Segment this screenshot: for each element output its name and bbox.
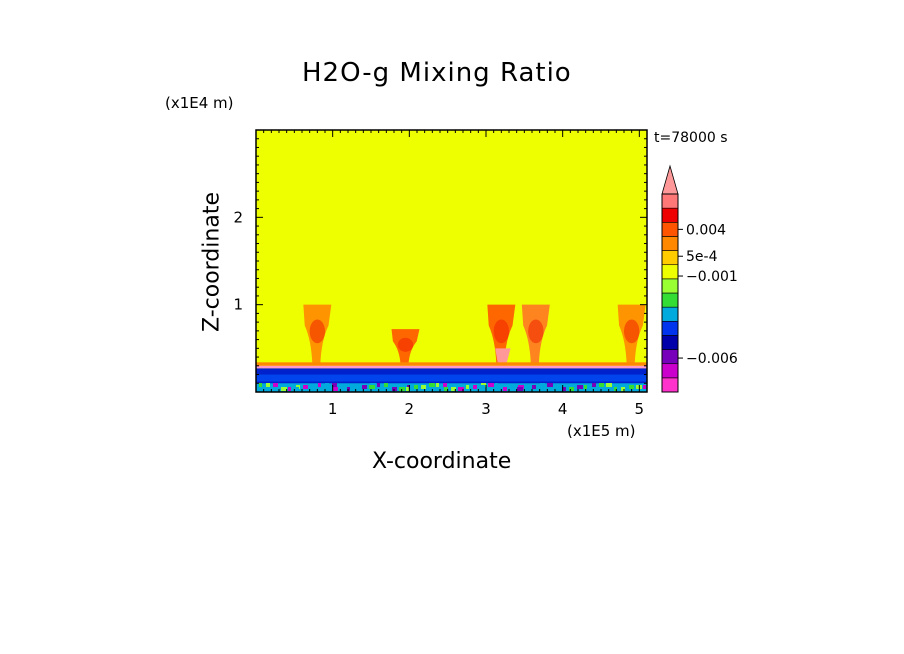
surface-speck <box>621 387 625 391</box>
surface-speck <box>562 387 566 391</box>
x-axis-title: X-coordinate <box>372 449 512 474</box>
colorbar-band <box>661 236 679 251</box>
surface-speck <box>355 385 359 389</box>
x-tick-label: 1 <box>328 400 338 418</box>
plume-core-1 <box>309 319 326 344</box>
surface-speck <box>532 385 536 389</box>
surface-speck <box>569 387 574 391</box>
z-axis-multiplier: (x1E4 m) <box>165 94 234 112</box>
surface-speck <box>495 383 498 387</box>
surface-speck <box>369 385 375 389</box>
surface-speck <box>340 387 346 391</box>
x-axis-multiplier: (x1E5 m) <box>567 422 636 440</box>
colorbar-label: 0.004 <box>686 222 726 238</box>
colorbar-band <box>661 250 679 266</box>
surface-speck <box>592 383 596 387</box>
colorbar-band <box>661 335 679 350</box>
surface-speck <box>443 383 447 387</box>
surface-speck <box>362 385 367 389</box>
surface-speck <box>303 385 308 389</box>
surface-speck <box>406 387 409 391</box>
layer-mid-blue <box>256 374 647 382</box>
surface-speck <box>547 383 553 387</box>
surface-speck <box>332 383 337 387</box>
surface-speck <box>555 387 558 391</box>
colorbar-band <box>661 320 679 336</box>
colorbar-band <box>661 207 679 223</box>
surface-speck <box>377 383 380 387</box>
layer-pink <box>256 365 647 369</box>
surface-speck <box>614 387 617 391</box>
colorbar-extend-arrow <box>661 164 679 195</box>
surface-speck <box>466 385 469 389</box>
x-tick-label: 3 <box>481 400 491 418</box>
colorbar-label: 5e-4 <box>686 249 718 265</box>
colorbar-label: −0.001 <box>686 269 738 285</box>
plume-peak <box>495 348 511 366</box>
plume-core-3 <box>493 319 510 344</box>
colorbar-band <box>661 349 679 365</box>
colorbar-band <box>661 363 679 379</box>
z-tick-label: 2 <box>233 208 243 226</box>
surface-speck <box>295 387 299 391</box>
surface-speck <box>577 385 583 389</box>
colorbar-band <box>661 306 679 322</box>
surface-speck <box>458 387 464 391</box>
surface-speck <box>421 385 426 389</box>
surface-speck <box>266 383 270 387</box>
surface-speck <box>259 383 262 387</box>
surface-speck <box>333 387 338 391</box>
colorbar-band <box>661 278 679 294</box>
surface-speck <box>629 385 634 389</box>
z-tick-label: 1 <box>233 296 243 314</box>
x-tick-label: 4 <box>558 400 568 418</box>
surface-speck <box>414 385 418 389</box>
surface-speck <box>451 387 456 391</box>
surface-speck <box>273 383 278 387</box>
surface-speck <box>310 385 316 389</box>
surface-speck <box>540 383 545 387</box>
colorbar-label: −0.006 <box>686 351 738 367</box>
surface-speck <box>584 385 587 389</box>
colorbar-band <box>661 193 679 209</box>
layer-orange <box>256 362 647 366</box>
surface-speck <box>429 383 435 387</box>
surface-speck <box>643 385 646 389</box>
surface-speck <box>325 383 329 387</box>
surface-speck <box>436 383 439 387</box>
surface-speck <box>281 387 287 391</box>
colorbar-band <box>661 377 679 393</box>
surface-speck <box>606 383 612 387</box>
colorbar-band <box>661 264 679 280</box>
surface-speck <box>444 387 448 391</box>
surface-speck <box>517 387 523 391</box>
surface-speck <box>288 387 291 391</box>
chart-title: H2O-g Mixing Ratio <box>302 58 572 88</box>
colorbar-band <box>661 221 679 237</box>
surface-speck <box>510 387 515 391</box>
surface-speck <box>318 383 321 387</box>
surface-speck <box>525 385 528 389</box>
x-tick-label: 5 <box>635 400 645 418</box>
colorbar-band <box>661 292 679 308</box>
surface-speck <box>480 385 485 389</box>
plume-core-5 <box>623 319 640 344</box>
surface-speck <box>473 385 477 389</box>
x-tick-label: 2 <box>405 400 415 418</box>
surface-speck <box>503 387 507 391</box>
surface-speck <box>384 383 388 387</box>
surface-speck <box>488 383 494 387</box>
colorbar-frame <box>661 193 679 393</box>
time-label: t=78000 s <box>654 130 728 146</box>
plume-core-4 <box>528 319 544 344</box>
surface-speck <box>599 383 604 387</box>
plume-core-2 <box>397 337 414 352</box>
